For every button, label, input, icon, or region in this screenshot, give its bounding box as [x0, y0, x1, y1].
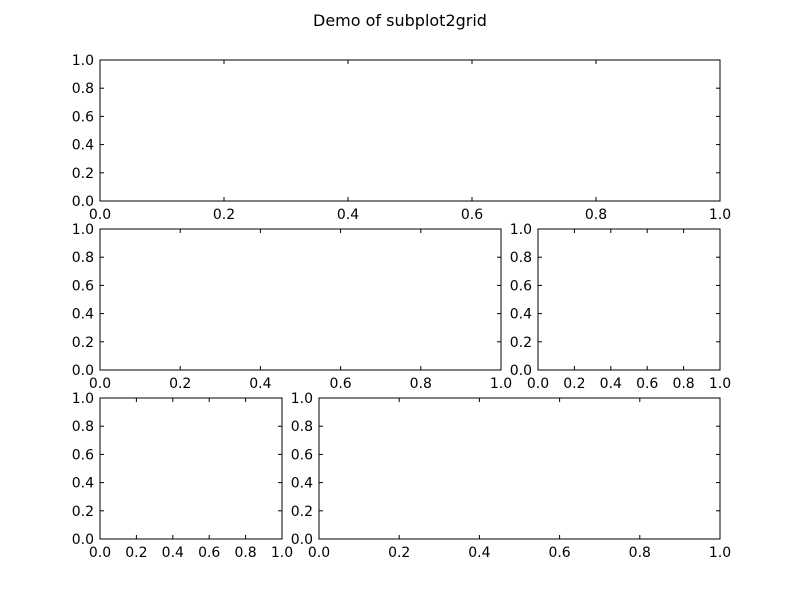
axes-frame	[537, 228, 721, 371]
y-tick-label: 0.6	[291, 447, 313, 463]
axes-frame	[99, 59, 721, 202]
x-tick-label: 0.2	[169, 376, 191, 392]
x-tick-label: 0.8	[672, 376, 694, 392]
y-tick-label: 0.2	[72, 166, 94, 182]
x-tick-label: 0.6	[198, 545, 220, 561]
axes-frame	[318, 397, 721, 540]
y-tick-label: 0.4	[72, 138, 94, 154]
x-tick-label: 0.4	[162, 545, 184, 561]
axes-5: 0.0 0.2 0.4 0.6 0.8 1.0 0.0 0.2 0.4 0.6 0.8 1.0	[291, 391, 731, 561]
x-tick-label: 0.6	[636, 376, 658, 392]
y-tick-label: 0.8	[291, 419, 313, 435]
y-tick-label: 1.0	[72, 53, 94, 69]
y-tick-label: 0.4	[510, 307, 532, 323]
y-tick-label: 0.2	[510, 335, 532, 351]
y-tick-label: 0.6	[72, 447, 94, 463]
y-tick-label: 1.0	[291, 391, 313, 407]
x-tick-label: 0.4	[249, 376, 271, 392]
x-tick-label: 0.6	[548, 545, 570, 561]
figure-title: Demo of subplot2grid	[313, 11, 487, 30]
y-tick-label: 0.0	[291, 532, 313, 548]
axes-2: 0.0 0.2 0.4 0.6 0.8 1.0 0.0 0.2 0.4 0.6 0.8 1.0	[72, 222, 512, 392]
y-tick-label: 1.0	[72, 222, 94, 238]
axes-frame	[99, 397, 283, 540]
x-tick-label: 1.0	[490, 376, 512, 392]
x-tick-label: 0.0	[89, 376, 111, 392]
x-tick-label: 0.4	[468, 545, 490, 561]
y-tick-label: 0.4	[72, 476, 94, 492]
x-tick-label: 0.6	[461, 207, 483, 223]
axes-1: 0.0 0.2 0.4 0.6 0.8 1.0 0.0 0.2 0.4 0.6 0.8 1.0	[72, 53, 731, 223]
axes-layer: 0.0 0.2 0.4 0.6 0.8 1.00.00.20.40.60.81.00.0 0…	[72, 53, 731, 561]
axes-frame	[99, 228, 502, 371]
y-tick-label: 0.8	[72, 81, 94, 97]
x-tick-label: 0.2	[213, 207, 235, 223]
y-tick-label: 0.2	[72, 335, 94, 351]
x-tick-label: 0.0	[527, 376, 549, 392]
y-tick-label: 0.0	[72, 363, 94, 379]
x-tick-label: 0.2	[563, 376, 585, 392]
y-tick-label: 0.6	[72, 109, 94, 125]
y-tick-label: 0.8	[510, 250, 532, 266]
y-tick-label: 0.6	[510, 278, 532, 294]
y-tick-label: 0.8	[72, 419, 94, 435]
x-tick-label: 1.0	[709, 207, 731, 223]
y-tick-label: 1.0	[72, 391, 94, 407]
x-tick-label: 0.0	[89, 207, 111, 223]
x-tick-label: 0.8	[629, 545, 651, 561]
y-tick-label: 0.2	[291, 504, 313, 520]
y-tick-label: 0.6	[72, 278, 94, 294]
x-tick-label: 0.2	[125, 545, 147, 561]
x-tick-label: 0.0	[308, 545, 330, 561]
y-tick-label: 0.2	[72, 504, 94, 520]
y-tick-label: 0.8	[72, 250, 94, 266]
y-tick-label: 0.4	[72, 307, 94, 323]
x-tick-label: 1.0	[709, 545, 731, 561]
y-tick-label: 0.4	[291, 476, 313, 492]
x-tick-label: 1.0	[271, 545, 293, 561]
x-tick-label: 0.8	[585, 207, 607, 223]
y-tick-label: 0.0	[72, 194, 94, 210]
y-tick-label: 1.0	[510, 222, 532, 238]
axes-4: 0.0 0.2 0.4 0.6 0.8 1.0 0.0 0.2 0.4 0.6 0.8 1.0	[72, 391, 293, 561]
x-tick-label: 0.2	[388, 545, 410, 561]
x-tick-label: 0.4	[600, 376, 622, 392]
x-tick-label: 1.0	[709, 376, 731, 392]
x-tick-label: 0.8	[234, 545, 256, 561]
x-tick-label: 0.4	[337, 207, 359, 223]
axes-3: 0.0 0.2 0.4 0.6 0.8 1.0 0.0 0.2 0.4 0.6 0.8 1.0	[510, 222, 731, 392]
y-tick-label: 0.0	[72, 532, 94, 548]
x-tick-label: 0.0	[89, 545, 111, 561]
x-tick-label: 0.6	[329, 376, 351, 392]
x-tick-label: 0.8	[410, 376, 432, 392]
y-tick-label: 0.0	[510, 363, 532, 379]
